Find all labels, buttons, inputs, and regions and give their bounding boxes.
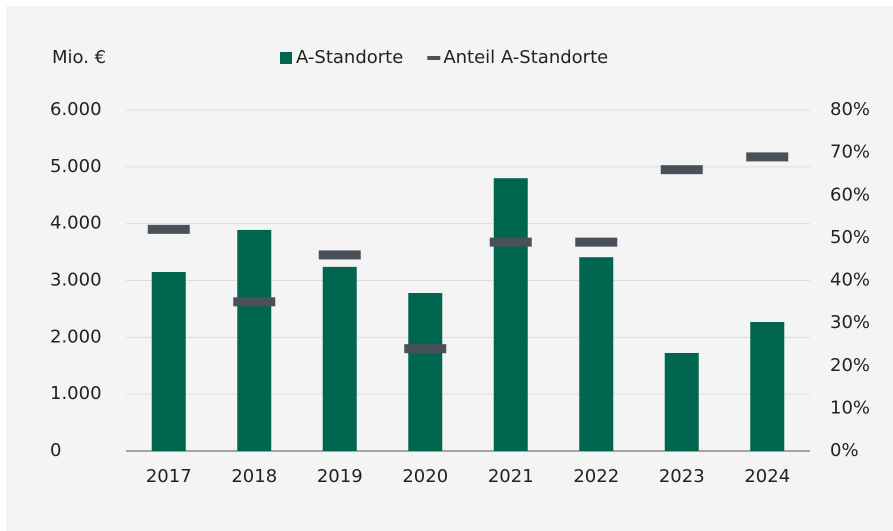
x-tick-label: 2022 xyxy=(573,466,619,487)
panel xyxy=(6,6,893,531)
bar xyxy=(322,266,357,451)
y-tick-label: 1.000 xyxy=(50,383,102,404)
y2-tick-label: 60% xyxy=(830,184,870,205)
marker xyxy=(746,152,789,162)
y-axis-label: Mio. € xyxy=(52,47,106,68)
legend-swatch xyxy=(427,56,441,60)
y2-tick-label: 10% xyxy=(830,397,870,418)
y2-tick-label: 70% xyxy=(830,142,870,163)
bar xyxy=(664,352,699,451)
y2-tick-label: 30% xyxy=(830,312,870,333)
legend-label: Anteil A-Standorte xyxy=(443,47,608,68)
legend-swatch xyxy=(280,52,292,64)
x-tick-label: 2021 xyxy=(488,466,534,487)
y-tick-label: 0 xyxy=(50,440,61,461)
marker xyxy=(660,165,703,175)
bar xyxy=(408,293,443,451)
y2-tick-label: 40% xyxy=(830,270,870,291)
y-tick-label: 5.000 xyxy=(50,156,102,177)
marker xyxy=(318,250,361,260)
marker xyxy=(404,344,447,354)
x-tick-label: 2023 xyxy=(659,466,705,487)
y-tick-label: 3.000 xyxy=(50,270,102,291)
bar xyxy=(493,178,528,451)
legend-label: A-Standorte xyxy=(296,47,403,68)
bar xyxy=(579,257,614,451)
marker xyxy=(575,237,618,247)
y-tick-label: 2.000 xyxy=(50,326,102,347)
x-tick-label: 2017 xyxy=(146,466,192,487)
y2-tick-label: 0% xyxy=(830,440,859,461)
marker xyxy=(147,224,190,234)
y2-tick-label: 20% xyxy=(830,355,870,376)
marker xyxy=(233,297,276,307)
y2-tick-label: 80% xyxy=(830,99,870,120)
y-tick-label: 6.000 xyxy=(50,99,102,120)
x-tick-label: 2019 xyxy=(317,466,363,487)
x-tick-label: 2020 xyxy=(402,466,448,487)
marker xyxy=(489,237,532,247)
y-tick-label: 4.000 xyxy=(50,213,102,234)
bar xyxy=(151,271,186,451)
x-tick-label: 2018 xyxy=(231,466,277,487)
bar xyxy=(237,229,272,451)
bar xyxy=(750,321,785,451)
x-tick-label: 2024 xyxy=(744,466,790,487)
y2-tick-label: 50% xyxy=(830,227,870,248)
